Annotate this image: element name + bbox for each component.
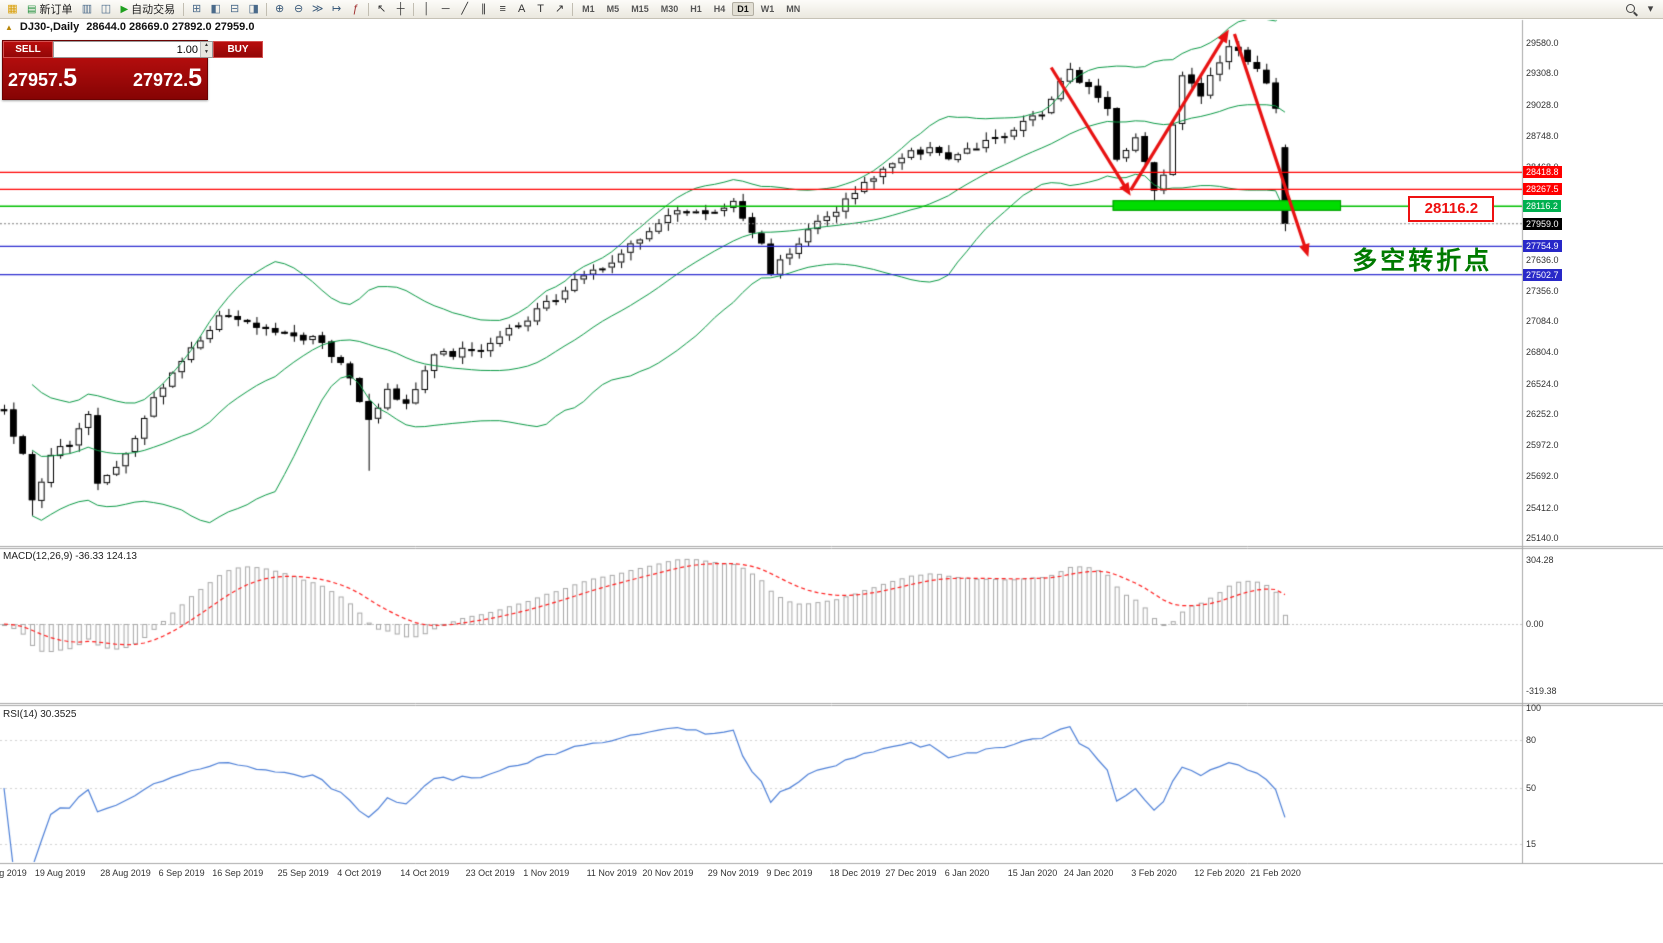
new-chart-icon[interactable]: ⊞ <box>192 2 202 15</box>
chart-symbol-period: DJ30-,Daily <box>19 21 80 33</box>
top-toolbar: ▦ ▤ 新订单 ▥ ◫ ▶ 自动交易 ⊞ ◧ ⊟ ◨ ⊕ ⊖ ≫ ↦ ƒ ↖ ┼ │ ─ ╱ ∥ ≡ A T ↗ M1 M5 M15 M3… <box>0 0 1663 19</box>
app-icon[interactable]: ▦ <box>7 2 18 15</box>
one-click-trading-panel: SELL ▲ ▼ BUY 27957.5 27972.5 <box>2 40 263 100</box>
chart-shift-icon[interactable]: ↦ <box>332 2 342 15</box>
new-order-button-label: 新订单 <box>39 4 73 16</box>
timeframe-h4-button[interactable]: H4 <box>713 4 726 14</box>
horizontal-line-icon[interactable]: ─ <box>441 2 450 15</box>
arrow-tools-icon[interactable]: ↗ <box>555 2 565 15</box>
new-order-icon: ▤ <box>27 3 37 15</box>
timeframe-m1-button[interactable]: M1 <box>582 4 595 14</box>
chart-candles-icon[interactable]: ▥ <box>81 2 93 15</box>
cursor-icon[interactable]: ↖ <box>377 2 387 15</box>
support-price-callout: 28116.2 <box>1408 195 1495 222</box>
label-icon[interactable]: T <box>537 2 545 15</box>
buy-button[interactable]: BUY <box>213 41 263 58</box>
text-icon[interactable]: A <box>517 2 526 15</box>
fibonacci-icon[interactable]: ≡ <box>499 2 506 15</box>
volume-up-icon[interactable]: ▲ <box>204 42 209 48</box>
timeframe-d1-button[interactable]: D1 <box>732 2 754 16</box>
timeframe-w1-button[interactable]: W1 <box>760 4 775 14</box>
auto-trading-icon: ▶ <box>120 3 129 15</box>
vertical-line-icon[interactable]: │ <box>423 2 431 15</box>
volume-input[interactable] <box>54 42 200 57</box>
toolbar-separator <box>183 2 185 16</box>
volume-down-icon[interactable]: ▼ <box>204 49 209 55</box>
timeframe-m5-button[interactable]: M5 <box>606 4 620 14</box>
rsi-indicator-label: RSI(14) 30.3525 <box>3 709 77 720</box>
toolbar-separator <box>572 2 574 16</box>
sell-button[interactable]: SELL <box>3 41 53 58</box>
toolbar-separator <box>413 2 415 16</box>
chart-ohlc-values: 28644.0 28669.0 27892.0 27959.0 <box>86 21 255 33</box>
chart-ohlc-info: ▲ DJ30-,Daily 28644.0 28669.0 27892.0 27… <box>5 21 254 33</box>
volume-stepper: ▲ ▼ <box>53 41 213 58</box>
channel-icon[interactable]: ∥ <box>480 2 487 15</box>
crosshair-icon[interactable]: ┼ <box>396 2 405 15</box>
auto-scroll-icon[interactable]: ≫ <box>311 2 324 15</box>
dropdown-icon[interactable]: ▾ <box>1647 2 1654 15</box>
toolbar-separator <box>368 2 370 16</box>
search-icon[interactable] <box>1623 2 1640 17</box>
tile-vertical-icon[interactable]: ◨ <box>248 2 259 15</box>
indicators-icon[interactable]: ƒ <box>352 2 359 15</box>
tile-horizontal-icon[interactable]: ⊟ <box>230 2 240 15</box>
zoom-out-icon[interactable]: ⊖ <box>294 2 304 15</box>
symbol-marker-icon: ▲ <box>5 22 13 32</box>
sell-price[interactable]: 27957.5 <box>8 63 77 92</box>
buy-price[interactable]: 27972.5 <box>133 63 202 92</box>
auto-trading-button-label: 自动交易 <box>131 4 176 16</box>
timeframe-mn-button[interactable]: MN <box>786 4 801 14</box>
cascade-windows-icon[interactable]: ◧ <box>210 2 221 15</box>
timeframe-h1-button[interactable]: H1 <box>690 4 702 14</box>
trendline-icon[interactable]: ╱ <box>461 2 468 15</box>
turning-point-annotation: 多空转折点 <box>1352 247 1493 276</box>
macd-indicator-label: MACD(12,26,9) -36.33 124.13 <box>3 551 137 562</box>
toolbar-separator <box>266 2 268 16</box>
zoom-in-icon[interactable]: ⊕ <box>275 2 285 15</box>
new-order-button[interactable]: ▤ 新订单 <box>22 1 77 17</box>
auto-trading-button[interactable]: ▶ 自动交易 <box>115 1 180 17</box>
chart-profiles-icon[interactable]: ◫ <box>100 2 112 15</box>
timeframe-m30-button[interactable]: M30 <box>660 4 679 14</box>
timeframe-m15-button[interactable]: M15 <box>631 4 649 14</box>
